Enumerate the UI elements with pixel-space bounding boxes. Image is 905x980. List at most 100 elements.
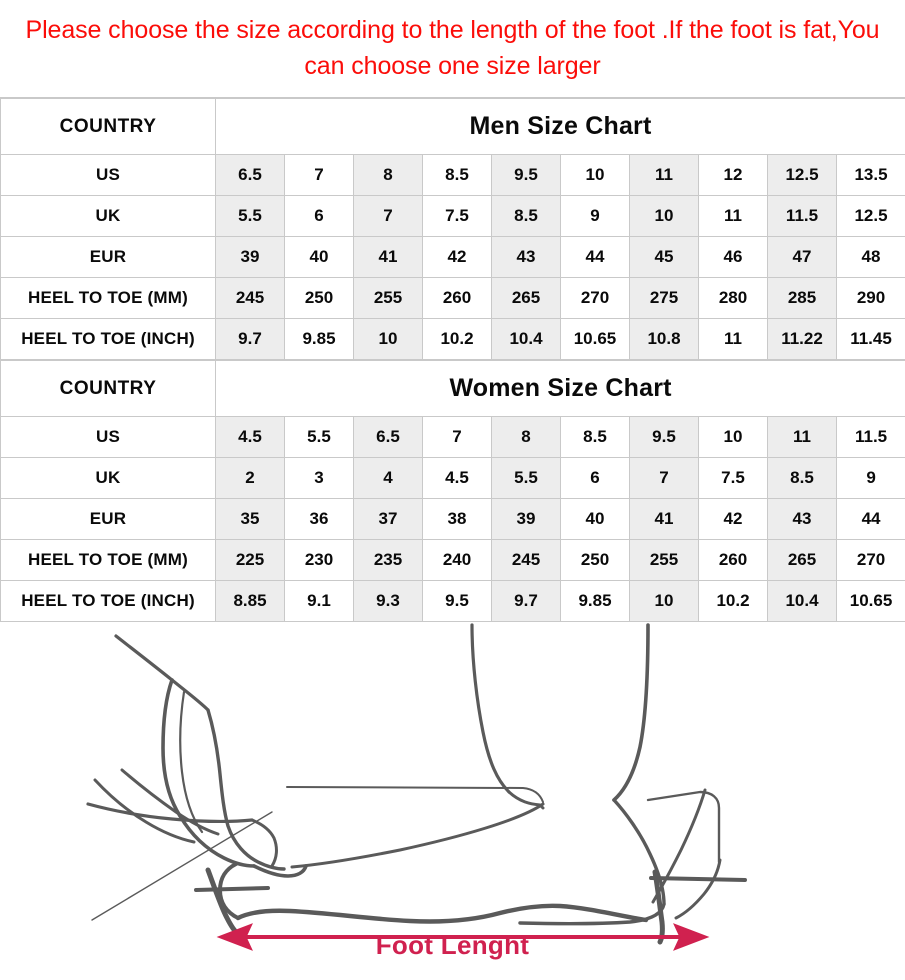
men-uk-5: 8.5 bbox=[492, 196, 561, 237]
women-eur-8: 42 bbox=[699, 499, 768, 540]
women-us-4: 7 bbox=[423, 417, 492, 458]
men-uk-1: 5.5 bbox=[216, 196, 285, 237]
men-size-table: COUNTRY Men Size Chart US 6.5 7 8 8.5 9.… bbox=[0, 98, 905, 360]
women-uk-9: 8.5 bbox=[768, 458, 837, 499]
men-mm-7: 275 bbox=[630, 278, 699, 319]
women-uk-10: 9 bbox=[837, 458, 905, 499]
men-us-1: 6.5 bbox=[216, 155, 285, 196]
notice-line-1: Please choose the size according to the … bbox=[26, 16, 772, 44]
men-uk-6: 9 bbox=[561, 196, 630, 237]
men-mm-4: 260 bbox=[423, 278, 492, 319]
men-eur-4: 42 bbox=[423, 237, 492, 278]
size-notice: Please choose the size according to the … bbox=[0, 0, 905, 98]
men-eur-2: 40 bbox=[285, 237, 354, 278]
men-us-5: 9.5 bbox=[492, 155, 561, 196]
men-row-label-eur: EUR bbox=[1, 237, 216, 278]
women-mm-3: 235 bbox=[354, 540, 423, 581]
men-mm-8: 280 bbox=[699, 278, 768, 319]
men-us-7: 11 bbox=[630, 155, 699, 196]
women-inch-5: 9.7 bbox=[492, 581, 561, 622]
men-mm-9: 285 bbox=[768, 278, 837, 319]
men-inch-1: 9.7 bbox=[216, 319, 285, 360]
table-row: UK 2 3 4 4.5 5.5 6 7 7.5 8.5 9 bbox=[1, 458, 905, 499]
women-inch-9: 10.4 bbox=[768, 581, 837, 622]
women-inch-7: 10 bbox=[630, 581, 699, 622]
foot-side-view-icon bbox=[0, 622, 905, 980]
women-eur-6: 40 bbox=[561, 499, 630, 540]
women-chart-header-row: COUNTRY Women Size Chart bbox=[1, 361, 905, 417]
women-eur-1: 35 bbox=[216, 499, 285, 540]
men-mm-6: 270 bbox=[561, 278, 630, 319]
women-mm-10: 270 bbox=[837, 540, 905, 581]
men-us-2: 7 bbox=[285, 155, 354, 196]
men-inch-5: 10.4 bbox=[492, 319, 561, 360]
men-us-6: 10 bbox=[561, 155, 630, 196]
table-row: EUR 39 40 41 42 43 44 45 46 47 48 bbox=[1, 237, 905, 278]
men-inch-8: 11 bbox=[699, 319, 768, 360]
women-us-5: 8 bbox=[492, 417, 561, 458]
women-eur-2: 36 bbox=[285, 499, 354, 540]
men-eur-8: 46 bbox=[699, 237, 768, 278]
men-chart-title: Men Size Chart bbox=[216, 99, 905, 155]
men-inch-6: 10.65 bbox=[561, 319, 630, 360]
women-row-label-uk: UK bbox=[1, 458, 216, 499]
men-us-3: 8 bbox=[354, 155, 423, 196]
men-row-label-heel-mm: HEEL TO TOE (MM) bbox=[1, 278, 216, 319]
table-row: HEEL TO TOE (INCH) 8.85 9.1 9.3 9.5 9.7 … bbox=[1, 581, 905, 622]
women-row-label-us: US bbox=[1, 417, 216, 458]
men-mm-1: 245 bbox=[216, 278, 285, 319]
men-uk-9: 11.5 bbox=[768, 196, 837, 237]
men-mm-10: 290 bbox=[837, 278, 905, 319]
men-row-label-heel-inch: HEEL TO TOE (INCH) bbox=[1, 319, 216, 360]
women-mm-4: 240 bbox=[423, 540, 492, 581]
table-row: US 4.5 5.5 6.5 7 8 8.5 9.5 10 11 11.5 bbox=[1, 417, 905, 458]
men-eur-6: 44 bbox=[561, 237, 630, 278]
women-uk-6: 6 bbox=[561, 458, 630, 499]
men-row-label-us: US bbox=[1, 155, 216, 196]
men-uk-10: 12.5 bbox=[837, 196, 905, 237]
women-us-6: 8.5 bbox=[561, 417, 630, 458]
men-inch-2: 9.85 bbox=[285, 319, 354, 360]
women-row-label-eur: EUR bbox=[1, 499, 216, 540]
women-chart-title: Women Size Chart bbox=[216, 361, 905, 417]
men-eur-1: 39 bbox=[216, 237, 285, 278]
women-mm-6: 250 bbox=[561, 540, 630, 581]
men-inch-3: 10 bbox=[354, 319, 423, 360]
foot-length-label: Foot Lenght bbox=[0, 930, 905, 961]
men-mm-2: 250 bbox=[285, 278, 354, 319]
table-row: UK 5.5 6 7 7.5 8.5 9 10 11 11.5 12.5 bbox=[1, 196, 905, 237]
women-inch-2: 9.1 bbox=[285, 581, 354, 622]
women-uk-2: 3 bbox=[285, 458, 354, 499]
women-inch-10: 10.65 bbox=[837, 581, 905, 622]
women-mm-1: 225 bbox=[216, 540, 285, 581]
men-us-4: 8.5 bbox=[423, 155, 492, 196]
men-inch-4: 10.2 bbox=[423, 319, 492, 360]
women-eur-5: 39 bbox=[492, 499, 561, 540]
women-uk-8: 7.5 bbox=[699, 458, 768, 499]
men-us-8: 12 bbox=[699, 155, 768, 196]
men-uk-8: 11 bbox=[699, 196, 768, 237]
women-us-8: 10 bbox=[699, 417, 768, 458]
table-row: HEEL TO TOE (INCH) 9.7 9.85 10 10.2 10.4… bbox=[1, 319, 905, 360]
women-country-header: COUNTRY bbox=[1, 361, 216, 417]
women-mm-2: 230 bbox=[285, 540, 354, 581]
women-eur-7: 41 bbox=[630, 499, 699, 540]
table-row: HEEL TO TOE (MM) 225 230 235 240 245 250… bbox=[1, 540, 905, 581]
women-size-table: COUNTRY Women Size Chart US 4.5 5.5 6.5 … bbox=[0, 360, 905, 622]
women-inch-3: 9.3 bbox=[354, 581, 423, 622]
size-chart-page: Please choose the size according to the … bbox=[0, 0, 905, 960]
women-inch-6: 9.85 bbox=[561, 581, 630, 622]
men-inch-10: 11.45 bbox=[837, 319, 905, 360]
women-us-9: 11 bbox=[768, 417, 837, 458]
men-eur-9: 47 bbox=[768, 237, 837, 278]
women-mm-7: 255 bbox=[630, 540, 699, 581]
women-inch-4: 9.5 bbox=[423, 581, 492, 622]
women-uk-1: 2 bbox=[216, 458, 285, 499]
women-uk-5: 5.5 bbox=[492, 458, 561, 499]
foot-measurement-diagram: Foot Lenght bbox=[0, 622, 905, 980]
men-eur-7: 45 bbox=[630, 237, 699, 278]
women-eur-9: 43 bbox=[768, 499, 837, 540]
men-inch-9: 11.22 bbox=[768, 319, 837, 360]
men-eur-3: 41 bbox=[354, 237, 423, 278]
women-inch-1: 8.85 bbox=[216, 581, 285, 622]
